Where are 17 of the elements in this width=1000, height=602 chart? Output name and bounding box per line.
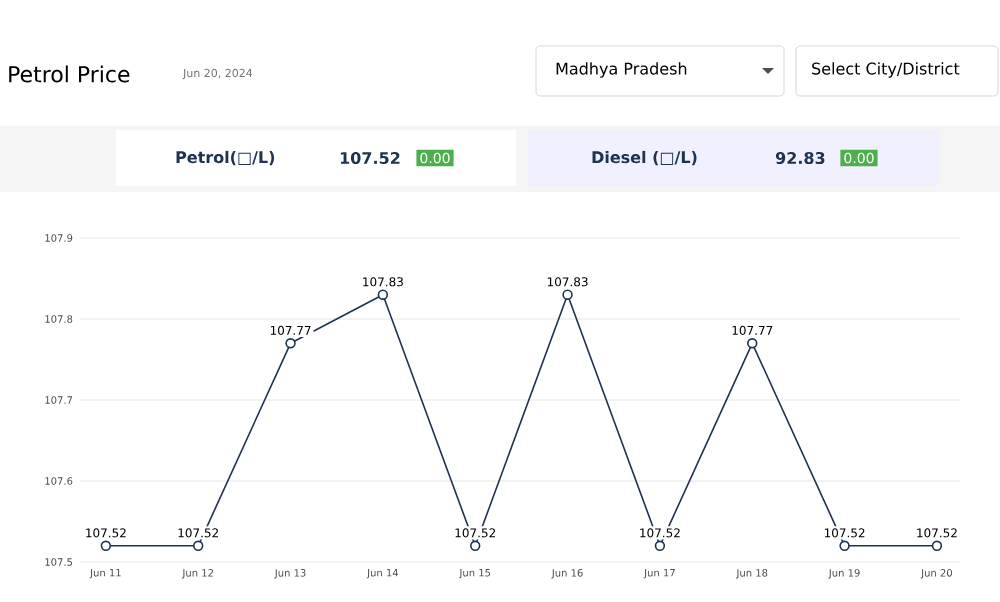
point bbox=[839, 540, 850, 551]
text: Diesel (□/L) bbox=[592, 150, 697, 166]
chart-title: Petrol Price bbox=[9, 65, 130, 83]
text: Madhya Pradesh bbox=[556, 62, 687, 78]
point bbox=[470, 540, 481, 551]
point bbox=[562, 289, 573, 300]
point bbox=[193, 540, 204, 551]
point bbox=[654, 540, 666, 551]
point bbox=[285, 338, 296, 349]
text: 107.52 bbox=[340, 151, 400, 165]
point bbox=[747, 338, 758, 349]
point bbox=[931, 540, 943, 551]
point bbox=[100, 540, 112, 551]
text: Select City/District bbox=[812, 62, 960, 78]
text: 92.83 bbox=[775, 151, 825, 165]
point bbox=[377, 289, 389, 300]
text: Petrol(□/L) bbox=[176, 150, 275, 166]
